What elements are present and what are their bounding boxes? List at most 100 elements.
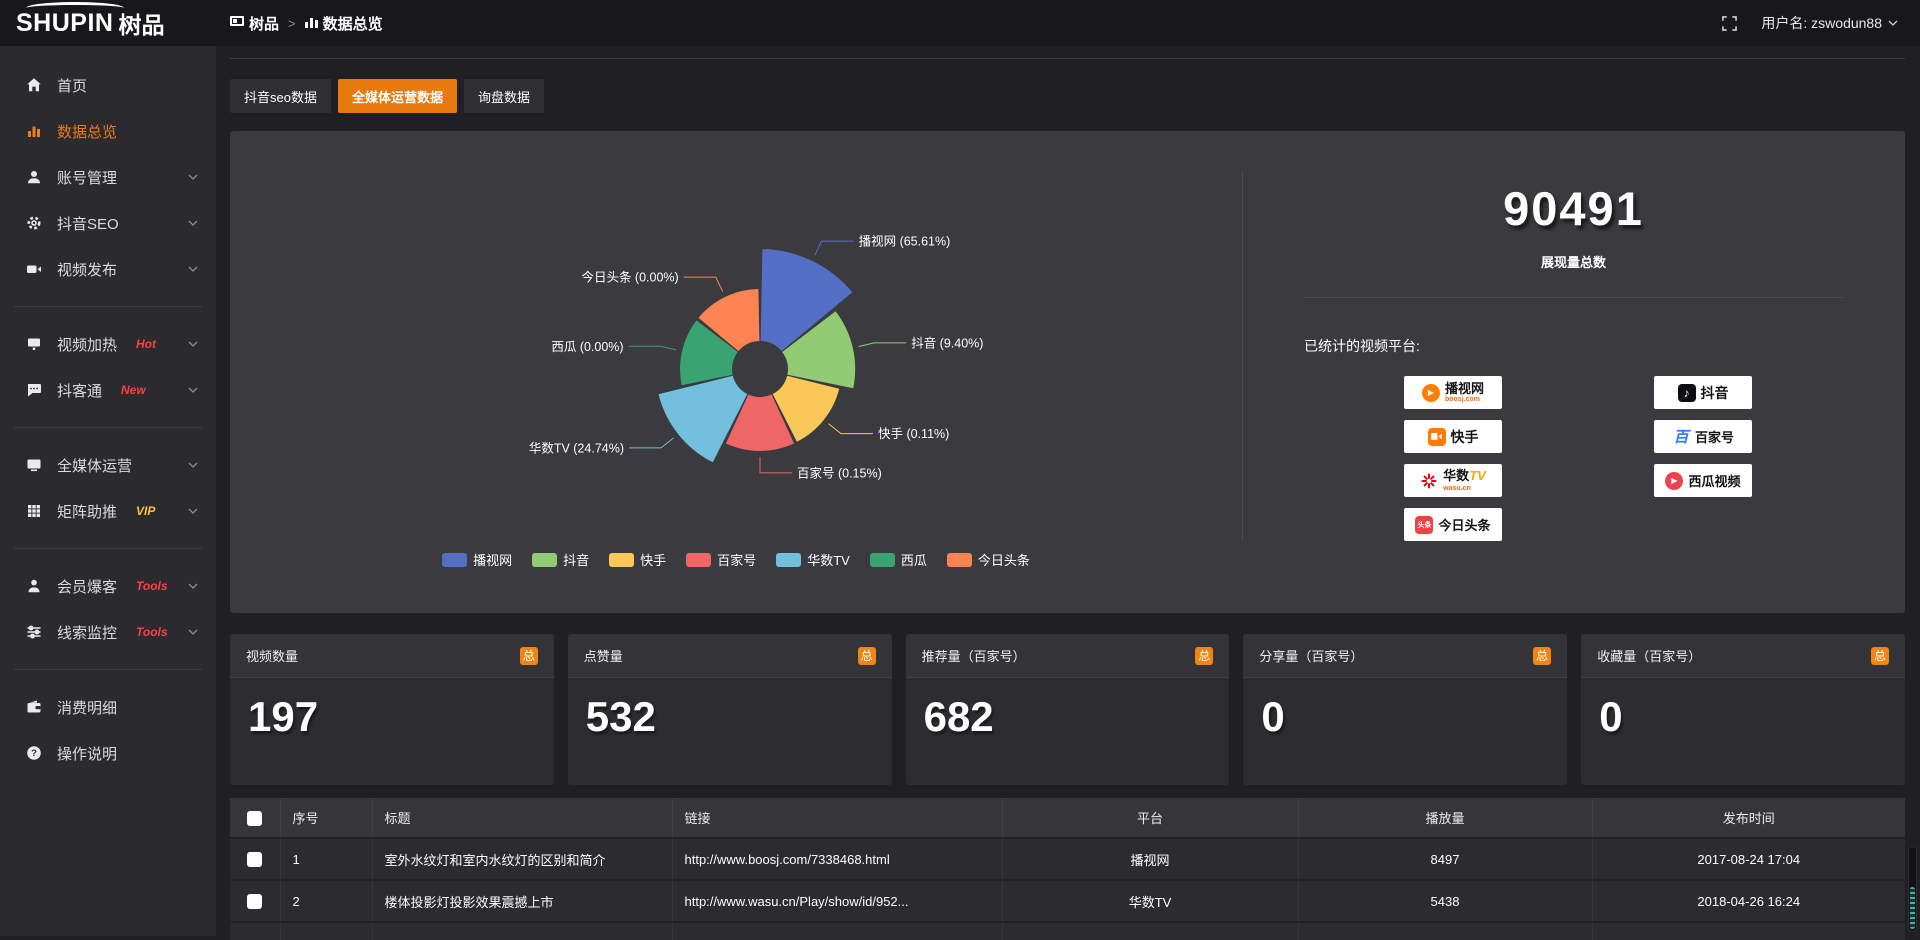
col-header-platform: 平台 (1002, 798, 1299, 838)
pie-label: 抖音 (9.40%) (911, 335, 983, 350)
col-header-plays: 播放量 (1298, 798, 1593, 838)
sidebar-item-label: 视频发布 (57, 261, 118, 279)
platform-badge-wasu[interactable]: 华数TV wasu.cn (1404, 464, 1502, 497)
sidebar-item-member-burst[interactable]: 会员爆客 Tools (0, 563, 216, 609)
stat-card-video-count: 视频数量 总 197 (230, 634, 554, 785)
fullscreen-icon[interactable] (1722, 15, 1738, 31)
col-header-no: 序号 (280, 798, 373, 838)
platform-column-2: ♪ 抖音 百 百家号 ▶ 西瓜视频 (1654, 376, 1752, 541)
sidebar-item-account[interactable]: 账号管理 (0, 154, 216, 200)
tab-inquiry-data[interactable]: 询盘数据 (463, 79, 544, 113)
total-badge[interactable]: 总 (1195, 646, 1214, 665)
pie-slice-华数TV[interactable] (658, 375, 748, 463)
rose-pie-chart[interactable]: 播视网 (65.61%) 抖音 (9.40%) 快手 (0.11%) 百家号 (0.1… (230, 131, 1242, 613)
select-all-checkbox[interactable] (247, 810, 263, 826)
pie-label-line (828, 423, 873, 435)
total-badge[interactable]: 总 (857, 646, 876, 665)
tools-badge: Tools (136, 625, 168, 639)
sidebar-item-label: 会员爆客 (57, 578, 118, 596)
legend-item[interactable]: 抖音 (532, 550, 589, 569)
pie-slice-抖音[interactable] (782, 311, 856, 389)
cell-title[interactable]: 楼体投影灯投影效果震撼上市 (372, 879, 673, 922)
scrollbar-thumb[interactable] (1910, 887, 1915, 929)
sidebar-divider (14, 306, 202, 307)
legend-item[interactable]: 百家号 (686, 550, 756, 569)
pie-slice-快手[interactable] (772, 375, 840, 442)
row-checkbox[interactable] (247, 894, 263, 910)
sidebar-item-help[interactable]: ? 操作说明 (0, 730, 216, 776)
chevron-down-icon (188, 266, 198, 272)
sidebar-divider (14, 669, 202, 670)
pie-slice-今日头条[interactable] (698, 289, 760, 352)
stat-value: 197 (248, 693, 319, 740)
platform-badge-douyin[interactable]: ♪ 抖音 (1654, 376, 1752, 409)
chevron-down-icon (188, 387, 198, 393)
platform-badge-baijiahao[interactable]: 百 百家号 (1654, 420, 1752, 453)
sidebar-item-spend-detail[interactable]: 消费明细 (0, 684, 216, 730)
tab-douyin-seo-data[interactable]: 抖音seo数据 (230, 79, 331, 113)
sidebar-item-matrix-boost[interactable]: 矩阵助推 VIP (0, 488, 216, 534)
chart-legend: 播视网 抖音 快手 百家号 华数TV 西瓜 今日头条 (230, 550, 1242, 569)
pie-slice-播视网[interactable] (760, 249, 853, 352)
question-circle-icon: ? (26, 745, 44, 762)
sidebar-item-doukertong[interactable]: 抖客通 New (0, 367, 216, 413)
sidebar-item-omnimedia[interactable]: 全媒体运营 (0, 442, 216, 488)
total-impressions-label: 展现量总数 (1540, 255, 1606, 270)
legend-item[interactable]: 快手 (609, 550, 666, 569)
legend-item[interactable]: 西瓜 (869, 550, 927, 569)
legend-label: 今日头条 (977, 553, 1030, 568)
platform-badge-xigua[interactable]: ▶ 西瓜视频 (1654, 464, 1752, 497)
pie-label: 播视网 (65.61%) (859, 234, 951, 249)
stat-card-share: 分享量（百家号） 总 0 (1243, 634, 1568, 785)
breadcrumb-separator: > (288, 15, 296, 31)
sidebar-item-label: 操作说明 (57, 745, 118, 763)
cell-title[interactable]: 室外水纹灯和室内水纹灯的区别和简介 (372, 837, 673, 880)
app-logo[interactable]: SHUPIN 树品 (0, 0, 216, 46)
stat-value: 682 (923, 693, 994, 740)
logo-arc (26, 2, 124, 14)
pie-label: 今日头条 (0.00%) (581, 270, 678, 285)
stat-title: 点赞量 (583, 649, 623, 664)
sidebar-item-home[interactable]: 首页 (0, 62, 216, 108)
legend-item[interactable]: 播视网 (442, 550, 512, 569)
pie-slice-西瓜[interactable] (680, 320, 738, 386)
cell-platform: 播视网 (1002, 837, 1299, 880)
platform-badge-boosj[interactable]: ▶ 播视网 boosj.com (1404, 376, 1502, 409)
cell-link[interactable]: http://www.boosj.com/7338468.html (672, 837, 1003, 880)
sidebar-item-lead-monitor[interactable]: 线索监控 Tools (0, 609, 216, 655)
row-checkbox[interactable] (247, 852, 263, 868)
video-data-table: 序号 标题 链接 平台 播放量 发布时间 1 室外水纹灯和室内水纹灯的区别和简介… (230, 798, 1905, 940)
sidebar-item-video-heat[interactable]: 视频加热 Hot (0, 321, 216, 367)
total-badge[interactable]: 总 (1533, 646, 1552, 665)
pie-label-line (814, 240, 854, 256)
platform-badge-toutiao[interactable]: 头条 今日头条 (1404, 508, 1502, 541)
cell-link[interactable]: http://www.wasu.cn/Play/show/id/952... (672, 879, 1003, 922)
chart-bar-icon (304, 15, 318, 32)
sidebar-item-label: 消费明细 (57, 699, 118, 717)
sidebar-item-data-overview[interactable]: 数据总览 (0, 108, 216, 154)
pie-label-line (628, 345, 677, 351)
legend-item[interactable]: 华数TV (776, 550, 850, 569)
sidebar-item-douyin-seo[interactable]: 抖音SEO (0, 200, 216, 246)
total-badge[interactable]: 总 (519, 646, 538, 665)
legend-label: 播视网 (473, 553, 513, 568)
col-header-time: 发布时间 (1592, 798, 1905, 838)
legend-item[interactable]: 今日头条 (946, 550, 1030, 569)
platform-column-1: ▶ 播视网 boosj.com 快手 华数TV (1404, 376, 1502, 541)
tab-omnimedia-data[interactable]: 全媒体运营数据 (337, 79, 457, 113)
breadcrumb-app[interactable]: 树品 (230, 13, 279, 34)
breadcrumb-page[interactable]: 数据总览 (304, 13, 383, 34)
pie-label-line (759, 456, 792, 474)
wallet-icon (26, 699, 44, 716)
pie-label: 百家号 (0.15%) (797, 465, 882, 480)
total-badge[interactable]: 总 (1870, 646, 1889, 665)
sidebar-item-video-publish[interactable]: 视频发布 (0, 246, 216, 292)
stat-card-likes: 点赞量 总 532 (567, 634, 892, 785)
main-content: 抖音seo数据 全媒体运营数据 询盘数据 播视网 (65.61%) 抖音 (9.4… (216, 46, 1920, 940)
col-header-link: 链接 (672, 798, 1003, 838)
platform-badge-kuaishou[interactable]: 快手 (1404, 420, 1502, 453)
cell-plays: 5438 (1298, 879, 1593, 922)
user-menu[interactable]: 用户名: zswodun88 (1761, 13, 1898, 33)
pie-slice-百家号[interactable] (725, 394, 795, 451)
scrollbar[interactable] (1908, 846, 1917, 932)
